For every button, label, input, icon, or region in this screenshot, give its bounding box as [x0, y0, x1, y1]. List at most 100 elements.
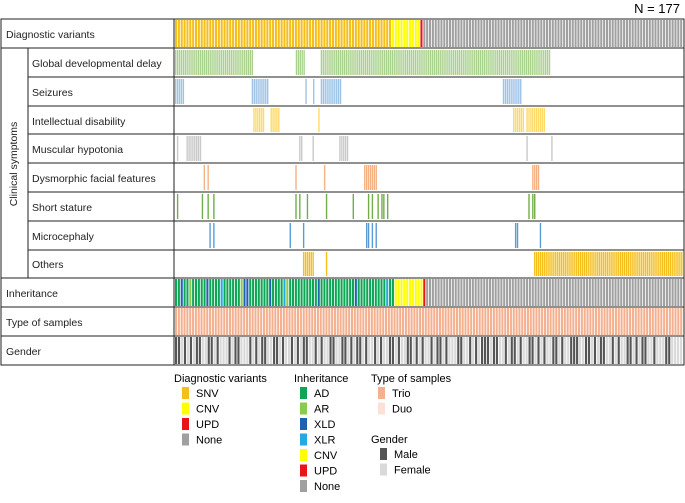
sample-type-cell: [603, 308, 606, 335]
inheritance-cell: [366, 279, 369, 306]
gender-cell: [382, 337, 386, 364]
diagnostic-variant-cell: [671, 20, 674, 47]
symptom-cell-0: [238, 50, 240, 75]
gender-cell: [281, 337, 285, 364]
legend-label: UPD: [314, 466, 337, 478]
diagnostic-variant-cell: [520, 20, 523, 47]
sample-type-cell: [254, 308, 257, 335]
inheritance-cell: [175, 279, 178, 306]
gender-cell: [391, 337, 395, 364]
inheritance-cell: [680, 279, 683, 306]
inheritance-cell: [543, 279, 546, 306]
legend-swatch: [300, 480, 307, 492]
inheritance-cell: [451, 279, 454, 306]
gender-cell: [365, 337, 368, 364]
inheritance-cell: [665, 279, 668, 306]
sample-type-cell: [577, 308, 581, 335]
symptom-cell-6: [213, 223, 215, 248]
symptom-cell-0: [362, 50, 365, 75]
diagnostic-variant-cell: [252, 20, 255, 47]
sample-type-cell: [220, 308, 223, 335]
diagnostic-variant-cell: [657, 20, 660, 47]
sample-type-cell: [373, 308, 376, 335]
sample-type-cell: [555, 308, 558, 335]
sample-type-cell: [297, 308, 300, 335]
gender-cell: [480, 337, 484, 364]
inheritance-cell: [263, 279, 266, 306]
symptom-cell-0: [533, 50, 535, 75]
symptom-cell-6: [539, 223, 542, 248]
symptom-cell-0: [334, 50, 336, 75]
inheritance-cell: [309, 279, 312, 306]
sample-type-cell: [175, 308, 178, 335]
gender-cell: [504, 337, 507, 364]
inheritance-cell: [286, 279, 289, 306]
sample-type-cell: [498, 308, 501, 335]
gender-cell: [519, 337, 522, 364]
symptom-cell-0: [405, 50, 407, 75]
inheritance-cell: [511, 279, 514, 306]
symptom-cell-1: [336, 79, 338, 104]
inheritance-cell: [583, 279, 586, 306]
diagnostic-variant-cell: [540, 20, 543, 47]
symptom-cell-1: [251, 79, 254, 104]
inheritance-cell: [314, 279, 317, 306]
diagnostic-variant-cell: [420, 20, 423, 47]
inheritance-cell: [306, 279, 309, 306]
row-label-symptom-1: Seizures: [32, 87, 73, 99]
symptom-cell-7: [308, 252, 311, 276]
sample-type-cell: [234, 308, 237, 335]
diagnostic-variant-cell: [580, 20, 583, 47]
diagnostic-variant-cell: [448, 20, 452, 47]
diagnostic-variant-cell: [297, 20, 300, 47]
symptom-cell-0: [435, 50, 438, 75]
inheritance-cell: [477, 279, 480, 306]
inheritance-cell: [585, 279, 589, 306]
diagnostic-variant-cell: [503, 20, 506, 47]
symptom-cell-0: [190, 50, 192, 75]
symptom-cell-0: [370, 50, 372, 75]
diagnostic-variant-cell: [303, 20, 306, 47]
symptom-cell-2: [253, 108, 255, 132]
gender-cell: [326, 337, 329, 364]
symptom-cell-7: [618, 252, 620, 276]
gender-cell: [543, 337, 546, 364]
legend-label: Female: [394, 465, 431, 477]
symptom-cell-0: [399, 50, 401, 75]
inheritance-cell: [183, 279, 186, 306]
symptom-cell-0: [372, 50, 374, 75]
symptom-cell-5: [381, 194, 383, 219]
inheritance-cell: [497, 279, 500, 306]
symptom-cell-7: [568, 252, 570, 276]
symptom-cell-7: [671, 252, 673, 276]
gender-cell: [510, 337, 513, 364]
symptom-cell-5: [325, 194, 328, 219]
inheritance-cell: [371, 279, 374, 306]
symptom-cell-4: [364, 165, 366, 190]
symptom-cell-7: [646, 252, 649, 276]
inheritance-cell: [591, 279, 594, 306]
inheritance-cell: [343, 279, 346, 306]
inheritance-cell: [354, 279, 357, 306]
diagnostic-variant-cell: [486, 20, 489, 47]
symptom-cell-3: [194, 136, 196, 161]
symptom-cell-3: [190, 136, 192, 161]
diagnostic-variant-cell: [523, 20, 526, 47]
symptom-cell-0: [497, 50, 499, 75]
diagnostic-variant-cell: [183, 20, 186, 47]
legend-label: UPD: [196, 419, 219, 431]
sample-type-cell: [379, 308, 382, 335]
symptom-cell-3: [188, 136, 190, 161]
inheritance-cell: [317, 279, 320, 306]
gender-cell: [463, 337, 466, 364]
inheritance-cell: [414, 279, 417, 306]
symptom-cell-0: [454, 50, 457, 75]
sample-type-cell: [532, 308, 535, 335]
inheritance-cell: [360, 279, 363, 306]
symptom-cell-7: [302, 252, 305, 276]
gender-cell: [579, 337, 582, 364]
symptom-cell-0: [516, 50, 518, 75]
diagnostic-variant-cell: [648, 20, 651, 47]
symptom-cell-6: [209, 223, 211, 248]
diagnostic-variant-cell: [346, 20, 349, 47]
